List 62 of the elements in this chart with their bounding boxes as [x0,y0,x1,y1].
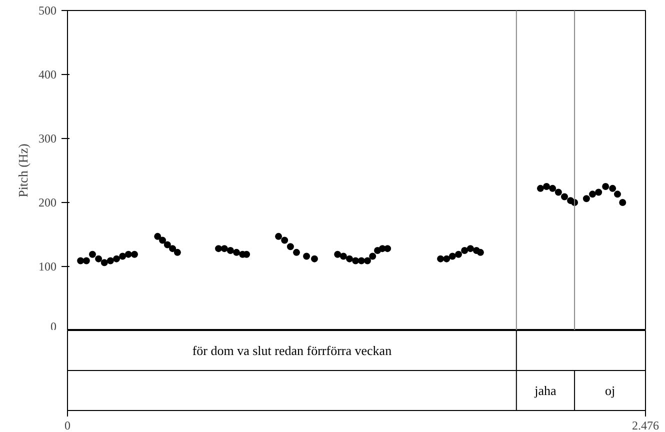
point [215,245,222,252]
point [614,190,621,198]
point [159,236,166,244]
point [164,241,171,248]
point [461,247,468,254]
point [174,248,181,256]
point [595,188,602,196]
point [95,255,102,262]
point [100,259,108,266]
point [358,257,365,264]
point [226,247,234,254]
point [82,257,90,264]
point [233,248,240,256]
point [352,257,360,264]
point [384,245,392,252]
point [619,199,626,206]
point [154,232,162,240]
point [119,252,126,260]
point [124,250,132,258]
point [275,232,282,240]
text: jaha [534,383,557,398]
point [340,252,347,260]
point [293,248,300,256]
y-axis-title: Pitch (Hz) [16,144,30,198]
point [303,252,310,260]
point [346,255,353,262]
y-tick-label: 500 [38,4,56,18]
point [88,250,96,258]
point [602,183,610,190]
point [582,195,590,202]
point [560,193,568,200]
point [106,257,114,264]
point [310,255,318,262]
x-tick-label: 2.476 [632,418,659,432]
point [455,250,462,258]
point [609,184,616,192]
point [286,243,294,250]
point [476,248,484,256]
point [466,245,474,252]
point [443,255,450,262]
point [554,188,562,196]
point [281,236,288,244]
point [77,257,84,264]
point [131,250,138,258]
y-tick-label: 200 [38,196,56,210]
point [220,245,228,252]
point [448,252,456,260]
point [113,255,120,262]
y-tick-label: 100 [38,260,56,274]
point [437,255,444,262]
point [536,184,544,192]
point [334,250,342,258]
y-tick-label: 400 [38,68,56,82]
point [589,190,596,198]
point [169,245,176,252]
point [369,252,376,260]
text: för dom va slut redan förrförra veckan [192,343,392,358]
y-tick-label: 300 [38,132,56,146]
point [364,257,371,264]
point [549,184,556,192]
point [543,183,550,190]
text: oj [604,383,616,398]
